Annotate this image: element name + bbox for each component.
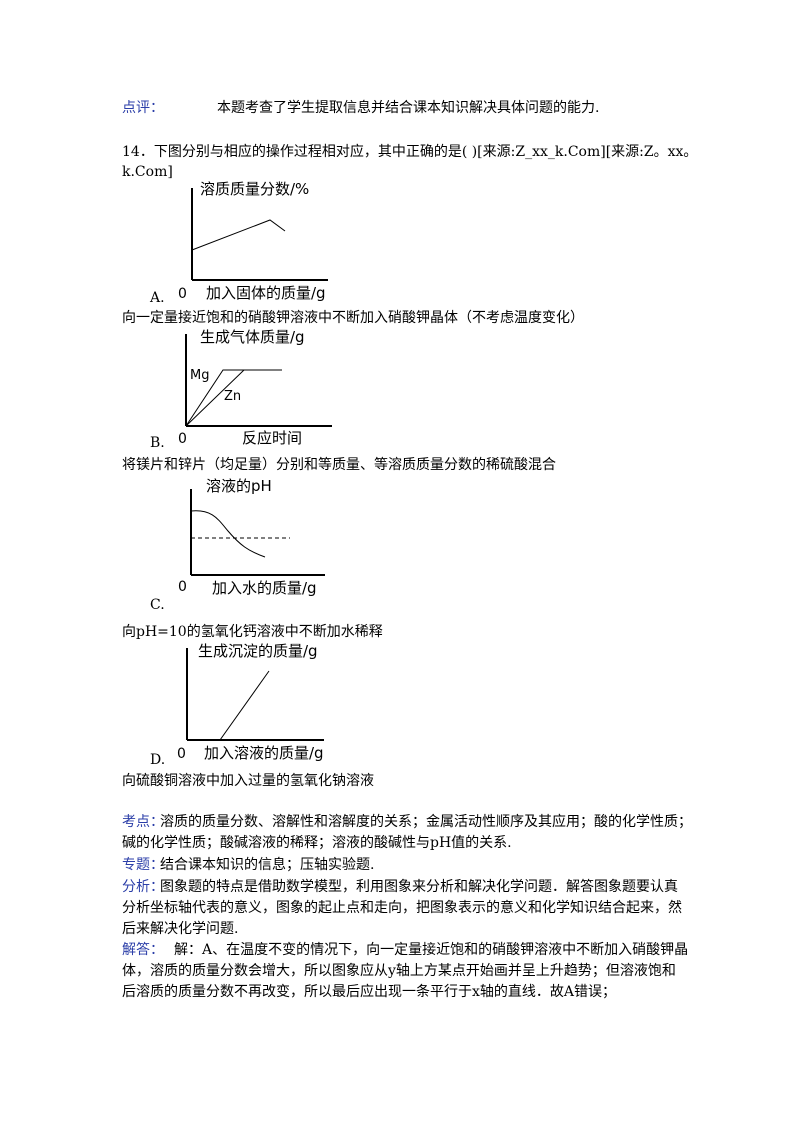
- option-d-caption: 向硫酸铜溶液中加入过量的氢氧化钠溶液: [122, 773, 374, 789]
- y-axis-label: 生成沉淀的质量/g: [198, 642, 318, 660]
- option-c-caption: 向pH=10的氢氧化钙溶液中不断加水稀释: [122, 624, 383, 640]
- fenxi-label: 分析：: [122, 879, 164, 895]
- graph-d: 生成沉淀的质量/g 0 加入溶液的质量/g: [177, 642, 324, 762]
- origin-label: 0: [178, 579, 187, 595]
- question-line-1: 14．下图分别与相应的操作过程相对应，其中正确的是( )[来源:Z_xx_k.C…: [122, 144, 698, 160]
- graph-a: 溶质质量分数/% 0 加入固体的质量/g: [178, 180, 328, 302]
- series-label-mg: Mg: [190, 368, 209, 383]
- graph-c: 溶液的pH 0 加入水的质量/g: [178, 477, 325, 597]
- curve-a: [191, 219, 286, 251]
- jieda-text-2: 体，溶质的质量分数会增大，所以图象应从y轴上方某点开始画并呈上升趋势；但溶液饱和: [122, 963, 676, 979]
- x-axis-label: 加入水的质量/g: [212, 579, 317, 597]
- kaodian-text-2: 碱的化学性质；酸碱溶液的稀释；溶液的酸碱性与pH值的关系.: [122, 835, 512, 851]
- option-b-caption: 将镁片和锌片（均足量）分别和等质量、等溶质质量分数的稀硫酸混合: [122, 457, 556, 473]
- origin-label: 0: [178, 431, 187, 447]
- curve-ph: [190, 510, 266, 558]
- kaodian-text: 溶质的质量分数、溶解性和溶解度的关系；金属活动性顺序及其应用；酸的化学性质；: [160, 814, 692, 830]
- fenxi-text-3: 后来解决化学问题.: [122, 921, 239, 937]
- x-axis-label: 反应时间: [242, 429, 302, 447]
- comment-text: 本题考查了学生提取信息并结合课本知识解决具体问题的能力.: [217, 100, 600, 116]
- jieda-text-3: 后溶质的质量分数不再改变，所以最后应出现一条平行于x轴的直线．故A错误；: [122, 984, 617, 1000]
- zhuanti-label: 专题：: [122, 857, 164, 873]
- option-a-letter: A.: [150, 290, 165, 306]
- fenxi-text-2: 分析坐标轴代表的意义，图象的起止点和走向，把图象表示的意义和化学知识结合起来，然: [122, 900, 682, 916]
- y-axis-label: 溶液的pH: [206, 477, 272, 495]
- comment-label: 点评：: [122, 100, 164, 116]
- curve-mg: [185, 369, 282, 427]
- option-a-caption: 向一定量接近饱和的硝酸钾溶液中不断加入硝酸钾晶体（不考虑温度变化）: [122, 310, 584, 326]
- x-axis-label: 加入固体的质量/g: [206, 284, 326, 302]
- jieda-text: 解：A、在温度不变的情况下，向一定量接近饱和的硝酸钾溶液中不断加入硝酸钾晶: [174, 942, 689, 958]
- origin-label: 0: [178, 286, 187, 302]
- y-axis-label: 生成气体质量/g: [200, 328, 305, 346]
- fenxi-text: 图象题的特点是借助数学模型，利用图象来分析和解决化学问题．解答图象题要认真: [160, 879, 678, 895]
- option-d-letter: D.: [150, 752, 166, 768]
- y-axis-label: 溶质质量分数/%: [200, 180, 309, 198]
- zhuanti-text: 结合课本知识的信息；压轴实验题.: [160, 857, 375, 873]
- origin-label: 0: [177, 746, 186, 762]
- question-line-2: k.Com]: [122, 164, 173, 180]
- jieda-label: 解答：: [122, 942, 164, 958]
- x-axis-label: 加入溶液的质量/g: [204, 744, 324, 762]
- graph-b: 生成气体质量/g Mg Zn 0 反应时间: [178, 328, 332, 447]
- kaodian-label: 考点：: [122, 814, 164, 830]
- curve-zn: [185, 369, 245, 427]
- option-c-letter: C.: [150, 597, 165, 613]
- curve-d: [187, 670, 270, 741]
- option-b-letter: B.: [150, 435, 165, 451]
- series-label-zn: Zn: [224, 389, 241, 404]
